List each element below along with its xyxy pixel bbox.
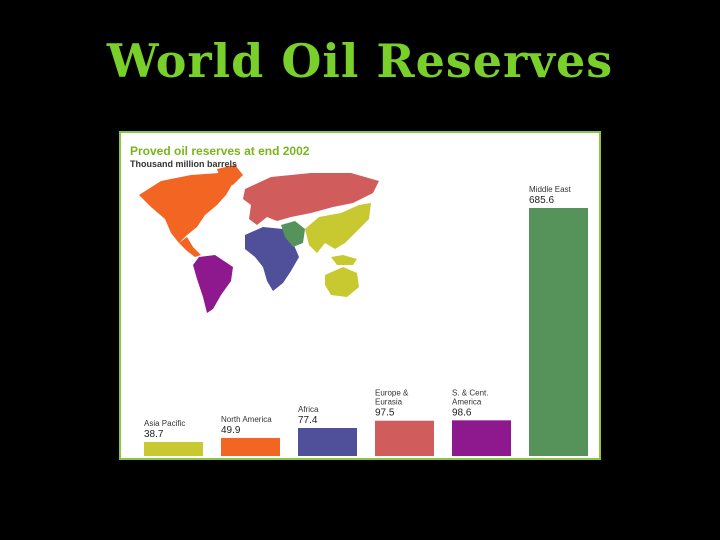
map-middle-east [281, 221, 305, 247]
bar-value-label-3: 97.5 [375, 408, 395, 419]
chart-subtitle: Thousand million barrels [130, 159, 238, 169]
bar-category-label-4: S. & Cent. [452, 388, 488, 397]
map-africa [245, 227, 299, 291]
map-central-america [179, 237, 201, 257]
bar-3 [375, 420, 434, 456]
bar-value-label-5: 685.6 [529, 195, 554, 206]
bar-category-label-3: Eurasia [375, 398, 403, 407]
map-south-america [193, 255, 233, 313]
bar-category-label-2: Africa [298, 405, 319, 414]
bar-value-label-2: 77.4 [298, 415, 318, 426]
bar-value-label-4: 98.6 [452, 407, 472, 418]
map-europe-eurasia [243, 173, 379, 225]
map-indonesia [331, 255, 357, 265]
world-map [139, 165, 379, 313]
bar-value-label-0: 38.7 [144, 429, 164, 440]
slide-title: World Oil Reserves [106, 34, 614, 88]
bar-5 [529, 208, 588, 456]
bar-category-label-5: Middle East [529, 185, 572, 194]
map-asia-pacific [305, 203, 371, 253]
bar-1 [221, 437, 280, 456]
chart-title: Proved oil reserves at end 2002 [130, 144, 310, 158]
map-north-america [139, 173, 233, 243]
chart-figure: 38.7 Asia Pacific 49.9 North America 77.4 Afr… [119, 131, 601, 460]
bar-4 [452, 420, 511, 456]
map-greenland [217, 165, 243, 185]
bar-category-label-1: North America [221, 415, 272, 424]
bar-value-label-1: 49.9 [221, 425, 241, 436]
map-australia [325, 267, 359, 297]
bar-category-label-4: America [452, 397, 482, 406]
bar-2 [298, 428, 357, 456]
bar-category-label-3: Europe & [375, 389, 409, 398]
bar-category-label-0: Asia Pacific [144, 419, 185, 428]
bar-0 [144, 442, 203, 456]
